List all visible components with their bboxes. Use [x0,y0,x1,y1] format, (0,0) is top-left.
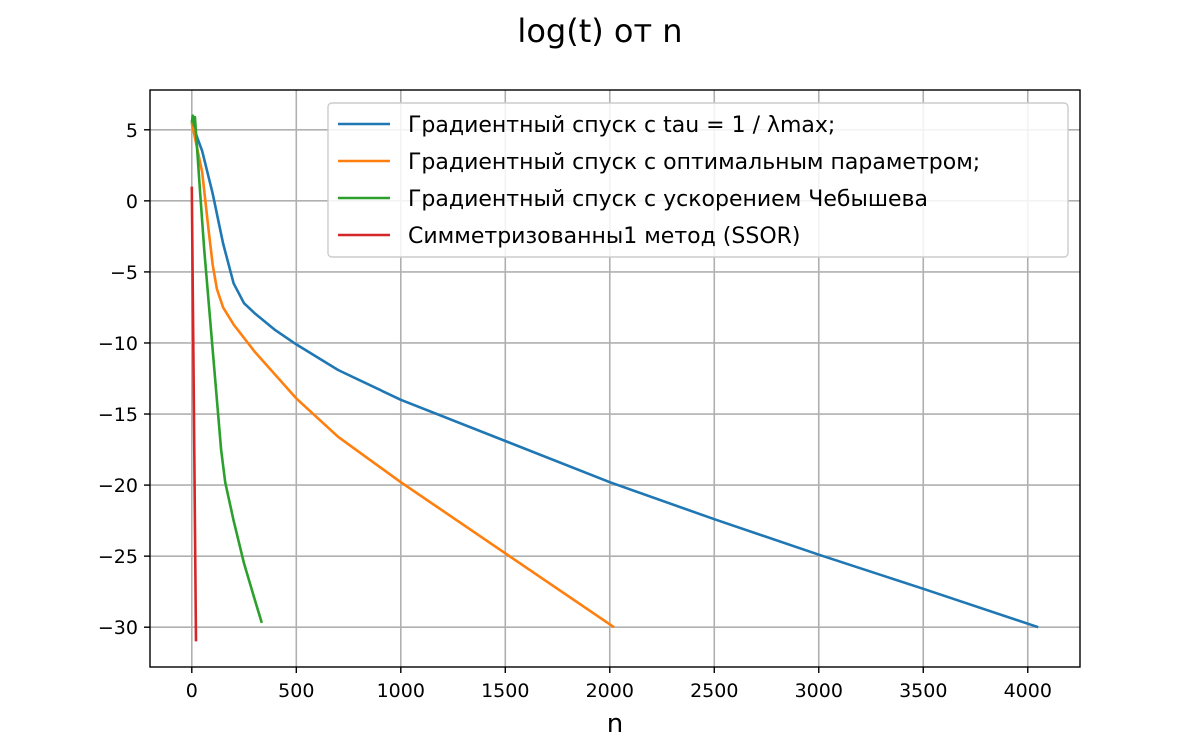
y-tick-label: −20 [98,475,138,497]
plot-frame [149,89,1081,668]
x-tick-label: 2000 [586,680,634,702]
y-tick-label: −25 [98,546,138,568]
legend: Градиентный спуск с tau = 1 / λmax; Гради… [327,102,1069,258]
y-tick-label: −10 [98,333,138,355]
y-tick-label: −15 [98,404,138,426]
y-tick-label: 5 [126,120,138,142]
x-tick-label: 3000 [795,680,843,702]
y-tick-label: −30 [98,617,138,639]
legend-label-1: Градиентный спуск с tau = 1 / λmax; [408,113,835,138]
series-line-4 [190,186,198,642]
x-tick-label: 3500 [899,680,947,702]
plot-lines [190,114,1039,642]
x-axis-label: n [607,709,623,739]
series-line-2 [190,122,615,629]
y-tick-label: 0 [126,191,138,213]
series-line-3 [190,114,264,624]
legend-label-2: Градиентный спуск с оптимальным параметр… [408,150,980,175]
legend-box [327,102,1069,258]
series-line-1 [190,122,1039,629]
x-tick-label: 1500 [481,680,529,702]
x-tick-label: 0 [186,680,198,702]
y-tick-label: −5 [110,262,138,284]
axis-ticks: 0 500 1000 1500 2000 2500 3000 3500 4000 5 0 −5 −10 −… [98,120,1052,702]
chart-title: log(t) от n [517,12,682,50]
legend-label-3: Градиентный спуск с ускорением Чебышева [408,187,928,212]
x-tick-label: 4000 [1004,680,1052,702]
x-tick-label: 500 [278,680,314,702]
x-tick-label: 2500 [690,680,738,702]
legend-label-4: Симметризованны1 метод (SSOR) [408,224,801,249]
x-tick-label: 1000 [377,680,425,702]
